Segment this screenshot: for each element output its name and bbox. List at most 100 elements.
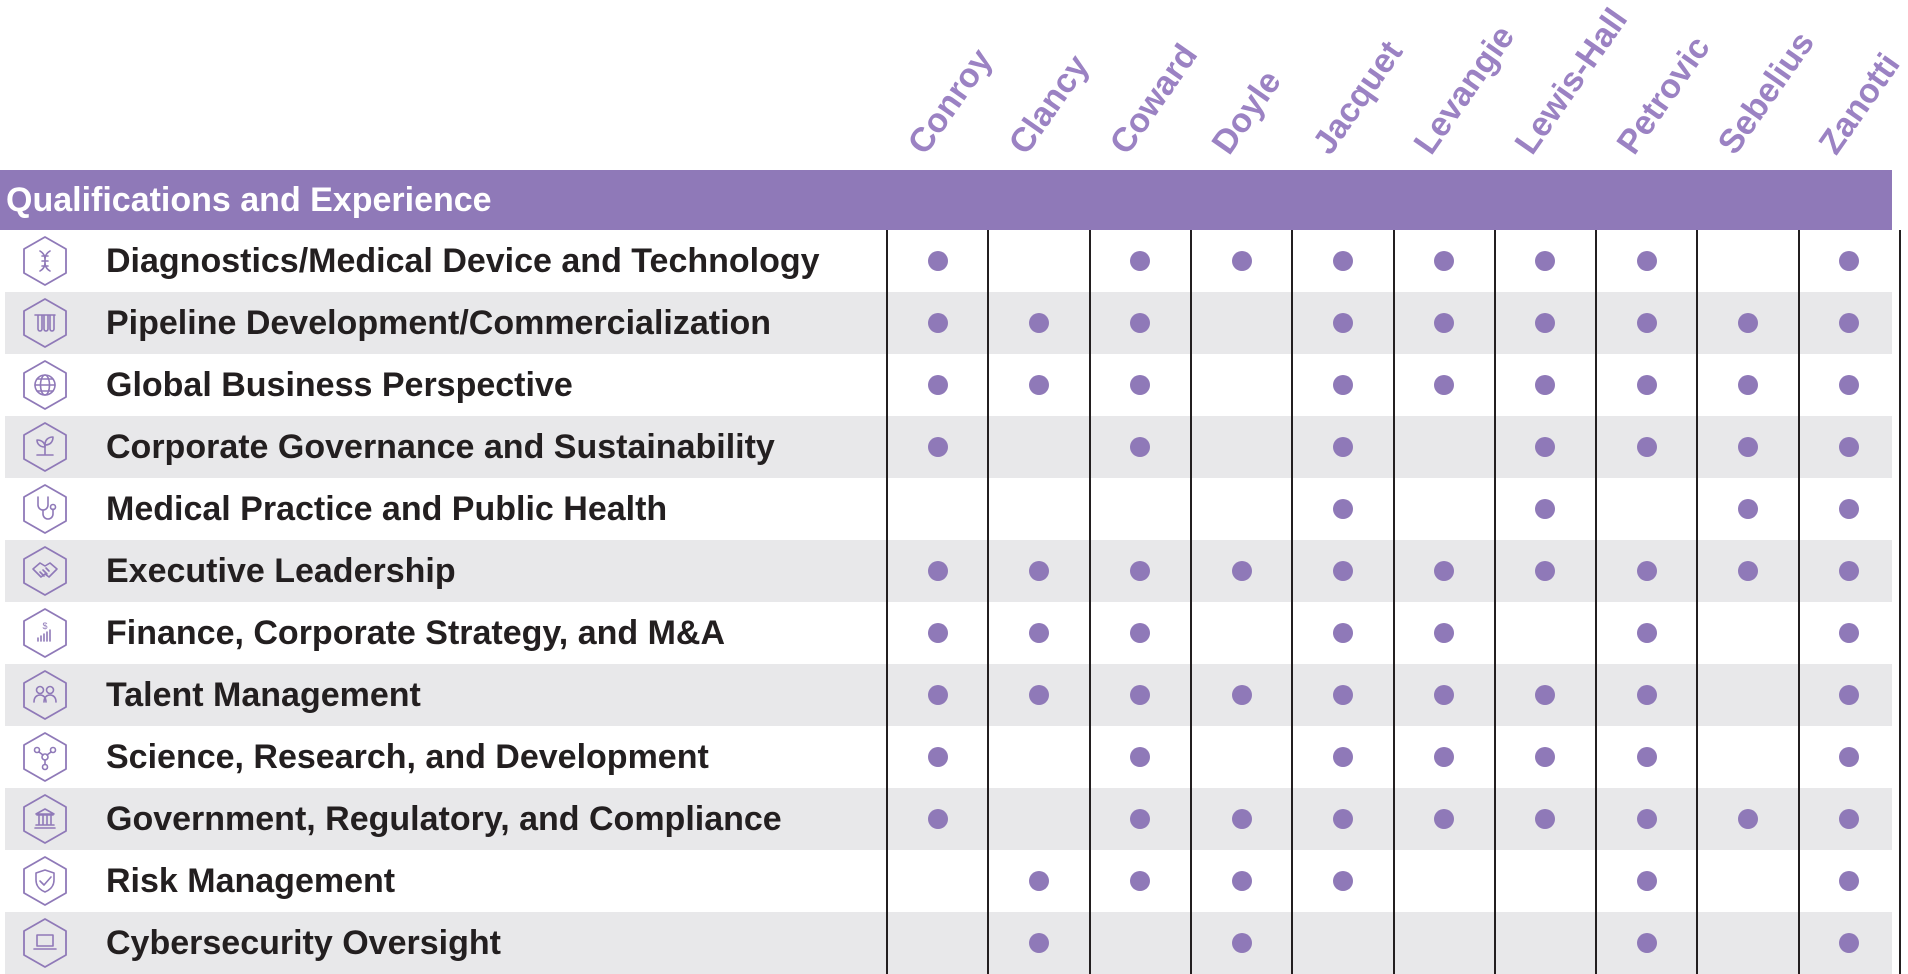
stethoscope-icon bbox=[19, 483, 71, 535]
qualification-dot bbox=[1839, 437, 1860, 457]
qualification-label: Global Business Perspective bbox=[106, 366, 573, 404]
dna-icon bbox=[19, 235, 71, 287]
qualification-dot bbox=[1130, 375, 1151, 395]
qualification-dot bbox=[1130, 251, 1151, 271]
qualification-dot bbox=[1839, 251, 1860, 271]
qualification-dot bbox=[1332, 499, 1353, 519]
qualification-dot bbox=[1535, 499, 1556, 519]
qualification-label: Corporate Governance and Sustainability bbox=[106, 428, 775, 466]
qualification-dot bbox=[927, 561, 948, 581]
qualification-dot bbox=[1332, 685, 1353, 705]
director-name: Petrovic bbox=[1609, 29, 1718, 162]
qualification-label: Executive Leadership bbox=[106, 552, 456, 590]
qualification-row: Talent Management bbox=[5, 664, 1892, 726]
qualification-dot bbox=[1535, 561, 1556, 581]
qualification-label: Finance, Corporate Strategy, and M&A bbox=[106, 614, 726, 652]
qualification-dot bbox=[1434, 809, 1455, 829]
qualification-dot bbox=[1636, 313, 1657, 333]
qualification-dot bbox=[1839, 499, 1860, 519]
qualification-dot bbox=[1738, 375, 1759, 395]
qualification-dot bbox=[1839, 623, 1860, 643]
qualification-dot bbox=[1738, 313, 1759, 333]
qualification-label: Pipeline Development/Commercialization bbox=[106, 304, 772, 342]
qualification-label: Diagnostics/Medical Device and Technolog… bbox=[106, 242, 820, 280]
qualification-dot bbox=[1636, 623, 1657, 643]
qualification-dot bbox=[1738, 561, 1759, 581]
test-tubes-icon bbox=[19, 297, 71, 349]
handshake-icon bbox=[19, 545, 71, 597]
qualification-row: Diagnostics/Medical Device and Technolog… bbox=[5, 230, 1892, 292]
qualification-dot bbox=[1636, 375, 1657, 395]
qualification-dot bbox=[1636, 561, 1657, 581]
qualification-label: Risk Management bbox=[106, 862, 396, 900]
qualification-dot bbox=[1535, 251, 1556, 271]
column-divider bbox=[1696, 230, 1698, 974]
qualification-dot bbox=[927, 437, 948, 457]
qualification-label: Cybersecurity Oversight bbox=[106, 924, 501, 962]
qualification-dot bbox=[1130, 747, 1151, 767]
qualification-row: Cybersecurity Oversight bbox=[5, 912, 1892, 974]
qualification-label: Medical Practice and Public Health bbox=[106, 490, 668, 528]
column-divider bbox=[1190, 230, 1192, 974]
qualification-row: Risk Management bbox=[5, 850, 1892, 912]
qualification-dot bbox=[1434, 685, 1455, 705]
qualification-dot bbox=[1636, 871, 1657, 891]
qualification-row: Corporate Governance and Sustainability bbox=[5, 416, 1892, 478]
government-building-icon bbox=[19, 793, 71, 845]
qualification-dot bbox=[1231, 251, 1252, 271]
director-name: Conroy bbox=[900, 41, 1000, 162]
qualification-dot bbox=[1839, 871, 1860, 891]
qualification-dot bbox=[1130, 809, 1151, 829]
column-divider bbox=[1393, 230, 1395, 974]
director-name: Coward bbox=[1102, 37, 1206, 162]
qualification-dot bbox=[1434, 747, 1455, 767]
qualification-dot bbox=[1636, 809, 1657, 829]
qualification-dot bbox=[927, 375, 948, 395]
qualification-dot bbox=[1332, 561, 1353, 581]
qualification-row: Medical Practice and Public Health bbox=[5, 478, 1892, 540]
qualification-dot bbox=[1028, 561, 1049, 581]
svg-text:$: $ bbox=[42, 621, 47, 631]
column-divider bbox=[987, 230, 989, 974]
qualification-dot bbox=[1028, 871, 1049, 891]
qualification-dot bbox=[1434, 561, 1455, 581]
qualification-dot bbox=[1231, 685, 1252, 705]
qualification-label: Science, Research, and Development bbox=[106, 738, 709, 776]
qualification-dot bbox=[1332, 251, 1353, 271]
director-names-header: Conroy Clancy Coward Doyle Jacquet Levangie Le… bbox=[0, 0, 1908, 170]
qualification-dot bbox=[1332, 437, 1353, 457]
qualification-label: Talent Management bbox=[106, 676, 421, 714]
qualification-dot bbox=[1332, 809, 1353, 829]
qualification-dot bbox=[1535, 437, 1556, 457]
qualification-dot bbox=[1839, 685, 1860, 705]
director-name: Zanotti bbox=[1811, 46, 1908, 162]
molecule-icon bbox=[19, 731, 71, 783]
qualification-dot bbox=[927, 747, 948, 767]
director-name: Levangie bbox=[1406, 18, 1523, 162]
column-divider bbox=[1595, 230, 1597, 974]
qualification-dot bbox=[927, 685, 948, 705]
qualification-dot bbox=[1028, 685, 1049, 705]
qualification-dot bbox=[1535, 375, 1556, 395]
qualification-dot bbox=[1434, 313, 1455, 333]
shield-icon bbox=[19, 855, 71, 907]
qualification-dot bbox=[1332, 747, 1353, 767]
qualification-dot bbox=[1332, 623, 1353, 643]
qualification-dot bbox=[1231, 809, 1252, 829]
people-icon bbox=[19, 669, 71, 721]
qualification-dot bbox=[1231, 933, 1252, 953]
column-divider bbox=[1798, 230, 1800, 974]
qualification-row: Pipeline Development/Commercialization bbox=[5, 292, 1892, 354]
qualification-dot bbox=[1636, 437, 1657, 457]
qualification-dot bbox=[1839, 561, 1860, 581]
director-name: Clancy bbox=[1001, 48, 1097, 162]
qualification-dot bbox=[1028, 933, 1049, 953]
qualification-dot bbox=[1535, 685, 1556, 705]
qualification-dot bbox=[927, 809, 948, 829]
qualification-dot bbox=[1636, 933, 1657, 953]
qualification-row: Science, Research, and Development bbox=[5, 726, 1892, 788]
qualification-dot bbox=[1738, 437, 1759, 457]
qualification-dot bbox=[1839, 313, 1860, 333]
qualification-dot bbox=[1130, 685, 1151, 705]
qualification-dot bbox=[1231, 561, 1252, 581]
